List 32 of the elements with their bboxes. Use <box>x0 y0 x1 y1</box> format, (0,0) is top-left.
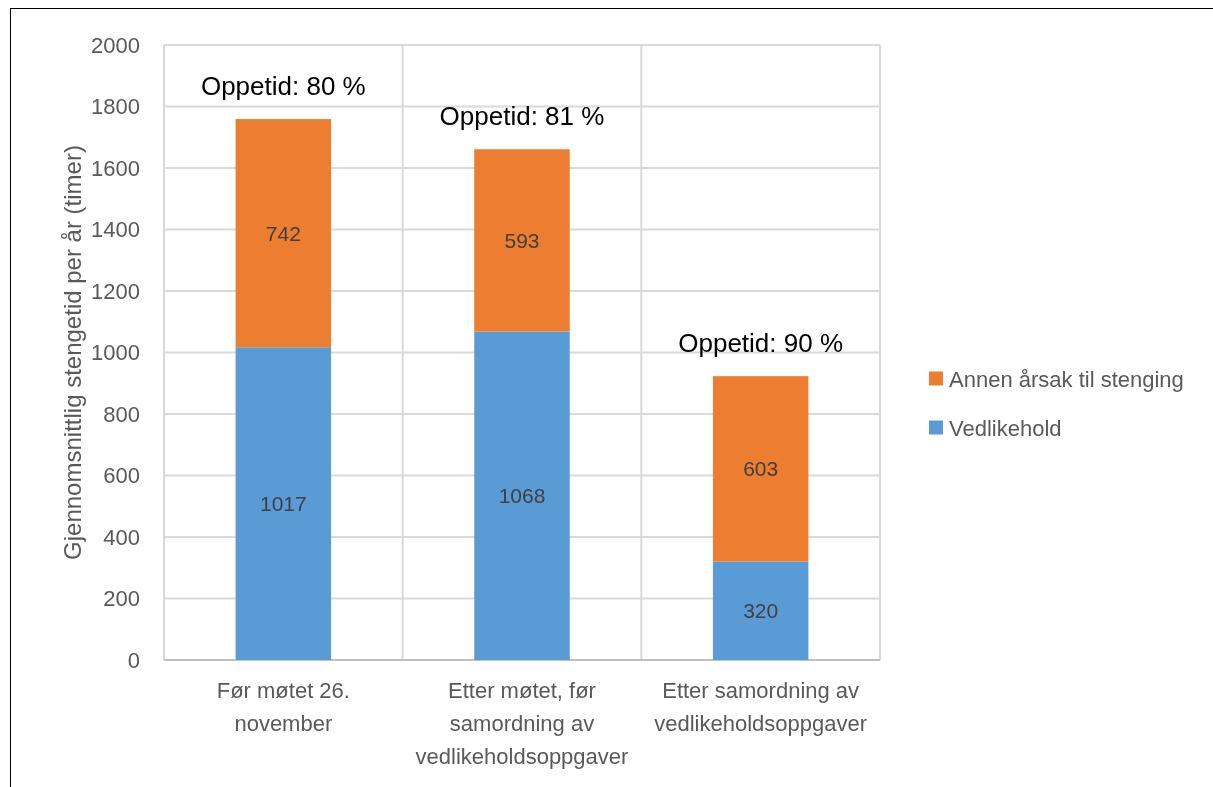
annotation: Oppetid: 81 % <box>439 101 605 132</box>
data-label: 1017 <box>259 492 307 516</box>
data-label: 320 <box>743 599 779 623</box>
y-tick-label: 200 <box>103 586 140 611</box>
annotation: Oppetid: 90 % <box>678 328 844 359</box>
y-tick-label: 400 <box>103 524 140 550</box>
annotation: Oppetid: 80 % <box>200 71 366 102</box>
y-tick-label: 0 <box>127 647 140 673</box>
bar <box>235 347 332 660</box>
data-label: 603 <box>743 457 779 481</box>
y-tick-label: 1000 <box>91 340 140 365</box>
bar <box>712 561 809 660</box>
bar <box>474 149 570 332</box>
legend-label: Vedlikehold <box>949 415 1062 440</box>
y-tick-label: 1200 <box>91 278 140 304</box>
y-tick-label: 2000 <box>91 32 140 58</box>
data-label: 1068 <box>498 484 546 508</box>
y-tick-label: 1400 <box>91 217 140 242</box>
x-tick-label: Etter møtet, før samordning av vedlikeholdsoppgaver <box>415 678 629 769</box>
legend-label: Annen årsak til stenging <box>949 366 1184 391</box>
y-tick-label: 1600 <box>91 155 140 181</box>
bar <box>712 376 809 562</box>
data-label: 593 <box>504 228 540 252</box>
x-tick-label: Før møtet 26. november <box>216 678 350 736</box>
y-tick-label: 600 <box>103 463 140 488</box>
x-tick-label: Etter samordning av vedlikeholdsoppgaver <box>654 678 868 736</box>
bar <box>474 331 570 660</box>
y-tick-label: 800 <box>103 401 140 427</box>
data-label: 742 <box>265 221 301 245</box>
bar <box>235 119 332 348</box>
y-axis-title: Gjennomsnittlig stengetid per år (timer) <box>58 145 86 560</box>
y-tick-label: 1800 <box>91 94 140 119</box>
